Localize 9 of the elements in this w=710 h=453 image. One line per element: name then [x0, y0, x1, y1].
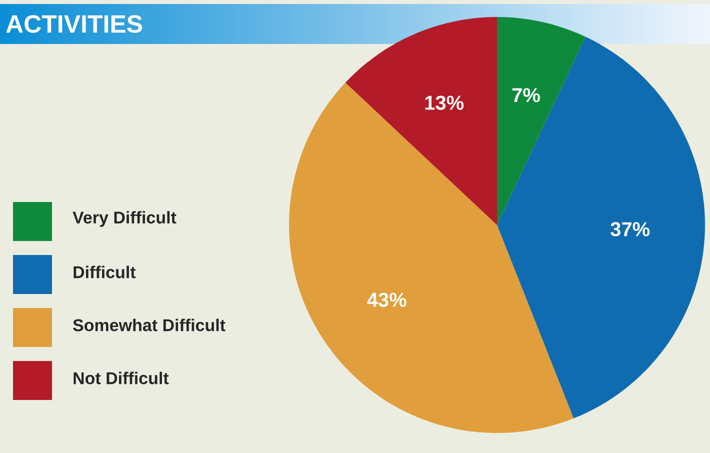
- legend-label: Not Difficult: [74, 372, 169, 384]
- legend-label: Very Difficult: [72, 211, 176, 227]
- legend-label: Somewhat Difficult: [73, 318, 226, 332]
- chart-title: ACTIVITIES: [6, 15, 142, 33]
- data-label: 43%: [367, 292, 406, 307]
- data-label: 7%: [512, 88, 540, 102]
- data-label: 37%: [610, 222, 650, 236]
- data-label: 13%: [425, 96, 464, 110]
- legend-label: Difficult: [74, 266, 136, 278]
